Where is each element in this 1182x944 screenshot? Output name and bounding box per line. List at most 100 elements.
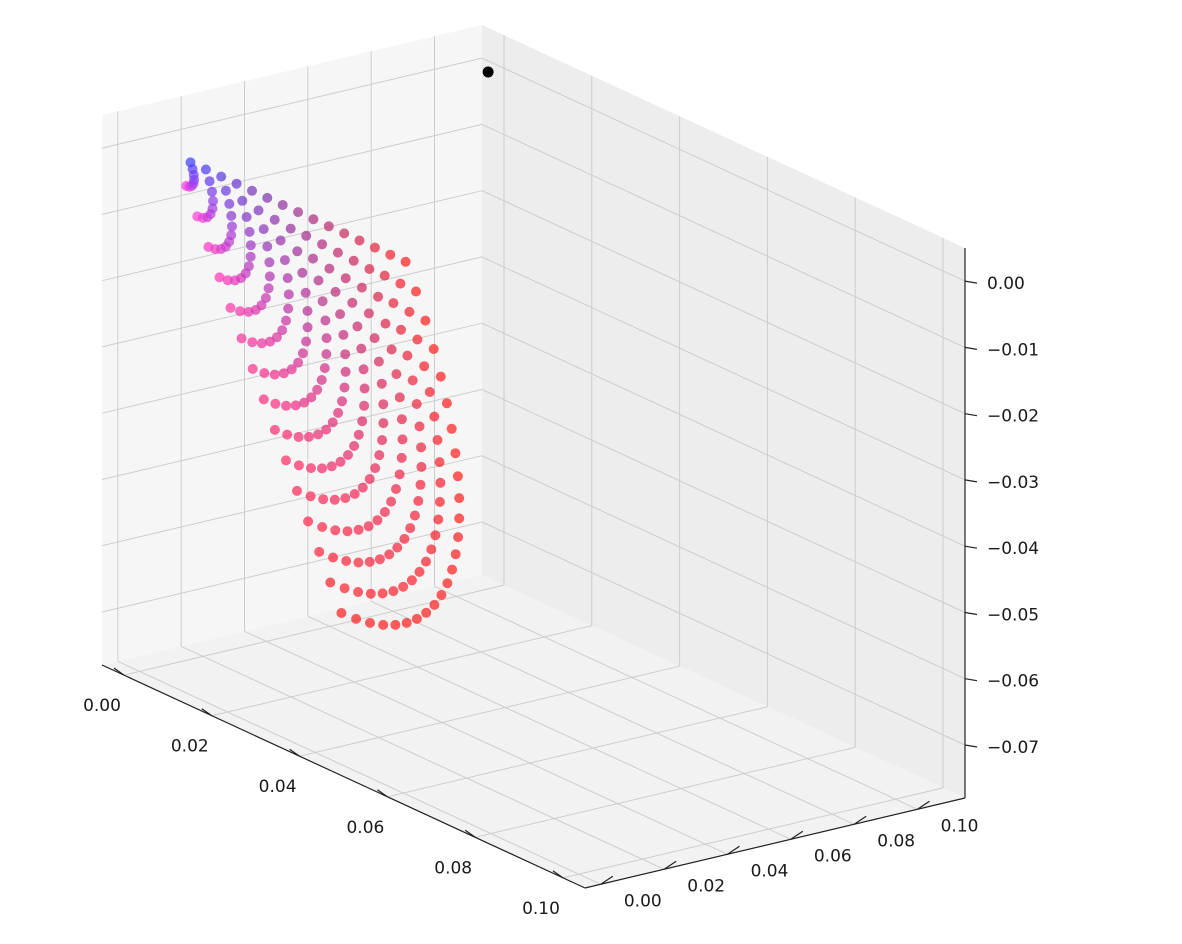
scatter-point <box>329 494 340 505</box>
scatter-point <box>374 450 385 461</box>
scatter-point <box>353 524 364 535</box>
scatter-point <box>424 387 435 397</box>
scatter-point <box>308 214 319 225</box>
scatter-point <box>378 619 389 630</box>
scatter-point <box>330 286 341 297</box>
scatter-point <box>269 424 280 435</box>
scatter-point <box>204 176 215 187</box>
axis-ticks: 0.00 0.02 0.04 0.06 0.08 0.10 0.00 0.02 0.04 0.06… <box>83 248 1039 919</box>
scatter-point <box>220 185 231 196</box>
scatter-point <box>292 485 302 496</box>
z-tick-mark <box>964 744 978 748</box>
scatter-point <box>414 566 425 577</box>
scatter-point <box>446 423 457 434</box>
z-gridline-back <box>481 57 966 282</box>
scatter-point <box>216 171 227 182</box>
scatter-point <box>414 421 425 432</box>
scatter-point <box>390 619 401 630</box>
scatter-point <box>369 333 380 344</box>
scatter-point <box>214 272 225 283</box>
scatter-point <box>386 496 397 507</box>
back-wall-pane <box>482 25 965 798</box>
y-tick-label: 0.02 <box>687 876 725 896</box>
scatter-point <box>356 343 367 354</box>
x-tick-mark <box>377 789 388 798</box>
scatter-point <box>335 456 346 467</box>
z-tick-mark <box>964 678 978 682</box>
scatter-point <box>357 482 368 493</box>
scatter-point <box>419 361 430 372</box>
scatter-point <box>384 549 395 560</box>
scatter-point <box>264 271 275 282</box>
scatter-point <box>343 450 353 460</box>
scatter-point <box>302 306 313 316</box>
scatter-point <box>332 247 343 258</box>
scatter-point <box>365 617 375 628</box>
z-gridline-back <box>481 256 966 481</box>
z-gridline-left <box>101 123 483 215</box>
scatter-point <box>341 556 352 566</box>
scatter-point <box>259 368 270 379</box>
scatter-point <box>420 315 431 326</box>
z-tick-mark <box>964 280 978 284</box>
scatter-point <box>185 157 196 168</box>
scatter-point <box>227 221 237 232</box>
scatter-point <box>388 298 399 309</box>
z-gridline-back <box>481 190 966 415</box>
y-gridline-floor <box>307 615 792 840</box>
scatter-point <box>430 530 441 541</box>
scatter-point <box>306 392 317 403</box>
scatter-point <box>293 357 304 368</box>
scatter-point <box>269 369 280 380</box>
scatter-point <box>348 255 359 266</box>
scatter-point <box>411 399 422 409</box>
scatter-point <box>262 241 273 252</box>
scatter-point <box>317 239 328 250</box>
scatter-point <box>394 392 405 403</box>
scatter-point <box>369 242 380 253</box>
scatter-point <box>293 460 304 471</box>
scatter-point <box>396 452 407 463</box>
scatter-point <box>247 363 258 374</box>
scatter-point <box>359 400 370 411</box>
x-tick-mark <box>289 748 300 757</box>
scatter-point <box>297 267 308 278</box>
scatter-point <box>406 575 417 586</box>
scatter-point <box>262 192 273 203</box>
scatter-point <box>300 287 311 298</box>
scatter-point <box>263 283 274 294</box>
scatter-point <box>373 356 384 367</box>
x-tick-label: 0.06 <box>346 818 384 838</box>
scatter-point <box>434 457 445 468</box>
z-tick-label: 0.00 <box>987 274 1025 294</box>
scatter-point <box>269 214 280 225</box>
scatter-point <box>326 461 337 472</box>
scatter-point <box>321 333 332 344</box>
z-tick-label: −0.05 <box>987 606 1039 626</box>
z-tick-label: −0.06 <box>987 672 1039 692</box>
scatter-point <box>208 196 218 206</box>
scatter-point <box>321 349 332 360</box>
scatter-point <box>364 264 375 274</box>
scatter-point <box>349 489 360 499</box>
y-gridline-floor <box>434 585 918 810</box>
z-tick-label: −0.07 <box>987 738 1039 758</box>
scatter-point <box>278 368 289 379</box>
scatter-point <box>321 424 332 435</box>
scatter-point <box>450 549 461 560</box>
scatter-point <box>378 418 389 429</box>
scatter-point <box>306 463 316 474</box>
scatter-point <box>377 588 388 599</box>
scatter-point <box>435 371 446 382</box>
x-tick-label: 0.04 <box>259 777 297 797</box>
scatter-point <box>225 302 236 313</box>
scatter-point <box>283 303 294 314</box>
scatter-point <box>434 496 445 507</box>
scatter-point <box>224 198 235 209</box>
scatter-point <box>429 599 440 610</box>
y-tick-mark <box>663 860 677 870</box>
scatter-point <box>353 587 364 597</box>
scatter-point <box>231 178 242 189</box>
z-tick-mark <box>964 479 978 483</box>
